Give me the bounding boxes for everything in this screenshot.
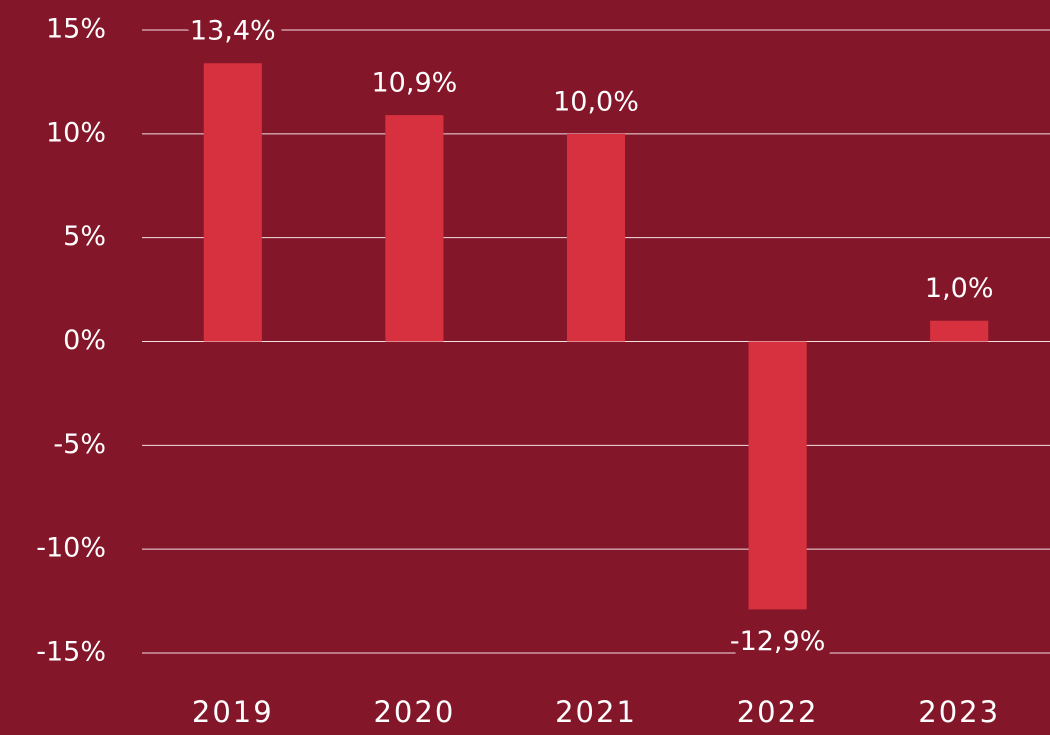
x-tick-label: 2022: [737, 695, 819, 729]
y-tick-label: -10%: [36, 533, 106, 564]
bar: [748, 341, 807, 610]
y-tick-label: 0%: [63, 325, 106, 356]
y-tick-label: 10%: [46, 117, 106, 148]
x-tick-label: 2023: [918, 695, 1000, 729]
value-label: 1,0%: [925, 273, 994, 304]
bar: [566, 133, 626, 342]
value-label: -12,9%: [730, 626, 826, 657]
y-tick-label: -5%: [53, 429, 106, 460]
value-label: 13,4%: [190, 16, 276, 47]
value-label: 10,0%: [553, 86, 639, 117]
y-tick-label: -15%: [36, 637, 106, 668]
value-label: 10,9%: [372, 68, 458, 99]
y-tick-label: 15%: [46, 14, 106, 45]
bar: [203, 63, 262, 342]
x-tick-label: 2021: [555, 695, 637, 729]
y-tick-label: 5%: [63, 221, 106, 252]
bar: [385, 115, 444, 342]
x-tick-label: 2020: [373, 695, 455, 729]
bar: [930, 320, 989, 342]
x-tick-label: 2019: [192, 695, 274, 729]
